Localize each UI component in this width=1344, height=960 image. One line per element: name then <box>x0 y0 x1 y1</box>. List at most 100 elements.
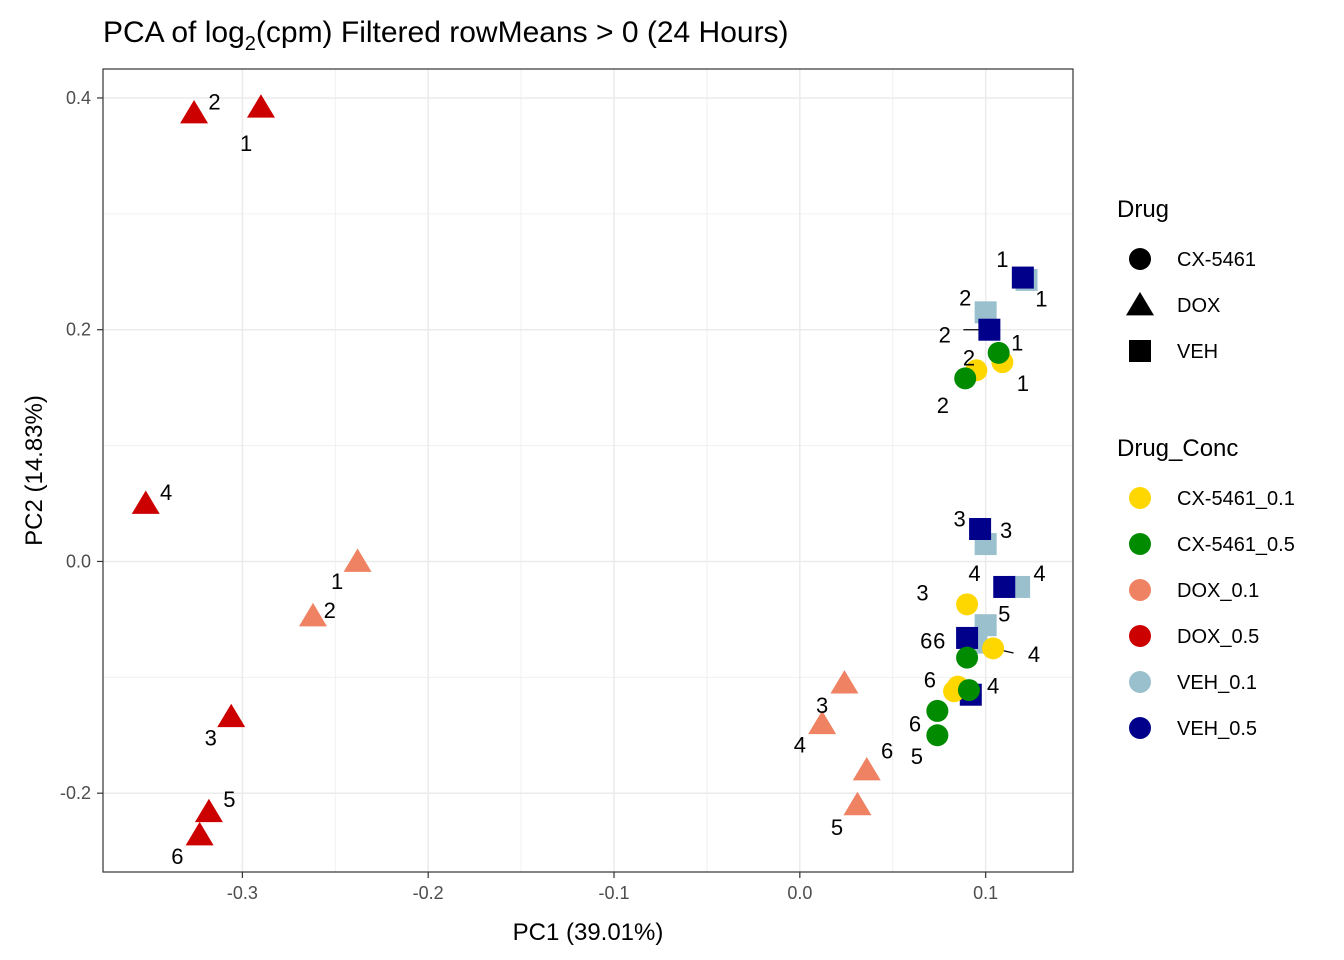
x-tick-label: -0.1 <box>598 883 629 903</box>
point-dox-0-1-1 <box>343 548 372 572</box>
legend-key-cx-5461-0-1 <box>1129 487 1151 509</box>
point-label: 2 <box>937 393 949 418</box>
legend-label: CX-5461 <box>1177 249 1256 271</box>
chart-title-main: PCA of log <box>103 16 245 49</box>
legend-key-veh-0-5 <box>1129 717 1151 739</box>
grid-lines <box>103 69 1073 872</box>
point-label: 2 <box>959 285 971 310</box>
point-dox-0-5-1 <box>246 94 275 118</box>
point-veh-0-1-2 <box>974 301 997 324</box>
point-dox-0-1-4 <box>808 710 837 735</box>
y-axis: -0.2 0.0 0.2 0.4 <box>60 88 103 803</box>
point-cx-5461-0-5-6 <box>926 699 949 722</box>
point-cx-5461-0-5-1 <box>987 341 1010 364</box>
point-dox-0-5-3 <box>217 703 246 728</box>
point-label: 6 <box>881 738 893 763</box>
plot-panel-border <box>102 68 1074 873</box>
point-dox-0-1-3 <box>830 670 859 694</box>
legend-label: DOX_0.5 <box>1177 626 1259 648</box>
point-label: 4 <box>794 733 806 758</box>
legend-key-cx-5461-0-5 <box>1129 533 1151 555</box>
point-label: 5 <box>911 744 923 769</box>
legend-label: VEH <box>1177 341 1218 363</box>
x-tick-label: -0.3 <box>227 883 258 903</box>
y-tick-label: -0.2 <box>60 783 91 803</box>
chart-title: PCA of log2(cpm) Filtered rowMeans > 0 (… <box>103 16 789 55</box>
y-tick-label: 0.2 <box>66 320 91 340</box>
point-label: 3 <box>816 693 828 718</box>
point-dox-0-5-4 <box>131 490 160 514</box>
point-label: 1 <box>1011 330 1023 355</box>
legend-label: CX-5461_0.5 <box>1177 534 1295 556</box>
legend-label: DOX_0.1 <box>1177 580 1259 602</box>
point-veh-0-5-1 <box>1011 266 1034 289</box>
point-label: 2 <box>963 346 975 371</box>
point-dox-0-5-5 <box>194 798 223 823</box>
x-axis: -0.3 -0.2 -0.1 0.0 0.1 <box>227 872 998 903</box>
point-label: 4 <box>160 480 172 505</box>
legend-label: CX-5461_0.1 <box>1177 488 1295 510</box>
point-label: 6 <box>909 712 921 737</box>
legend-key-cx-5461 <box>1129 248 1151 270</box>
legend-key-dox <box>1126 292 1154 316</box>
point-label: 1 <box>1035 286 1047 311</box>
x-tick-label: 0.0 <box>787 883 812 903</box>
x-tick-label: 0.1 <box>973 883 998 903</box>
point-label: 2 <box>939 322 951 347</box>
point-label: 5 <box>998 602 1010 627</box>
chart-title-rest: (cpm) Filtered rowMeans > 0 (24 Hours) <box>256 16 789 49</box>
legend-title-drug: Drug <box>1117 196 1169 223</box>
point-veh-0-1-5 <box>974 614 997 637</box>
point-label: 6 <box>924 668 936 693</box>
point-label: 1 <box>996 247 1008 272</box>
chart-title-subscript: 2 <box>245 33 256 55</box>
point-label: 1 <box>331 569 343 594</box>
point-veh-0-5-2 <box>978 318 1001 341</box>
data-points <box>131 94 1038 846</box>
y-tick-label: 0.0 <box>66 551 91 571</box>
legend-label: VEH_0.1 <box>1177 672 1257 694</box>
x-tick-label: -0.2 <box>413 883 444 903</box>
point-label: 6 <box>933 628 945 653</box>
point-dox-0-5-6 <box>185 821 214 846</box>
legend-key-dox-0-1 <box>1129 579 1151 601</box>
legend-key-dox-0-5 <box>1129 625 1151 647</box>
point-label: 2 <box>324 598 336 623</box>
point-label: 4 <box>1028 642 1040 667</box>
point-dox-0-1-6 <box>852 757 881 781</box>
point-label: 1 <box>240 131 252 156</box>
point-label: 3 <box>916 581 928 606</box>
point-label: 3 <box>1000 518 1012 543</box>
y-tick-label: 0.4 <box>66 88 91 108</box>
point-cx-5461-0-5-4 <box>957 679 980 702</box>
point-cx-5461-0-5-3 <box>956 646 979 669</box>
point-cx-5461-0-1-3 <box>956 593 979 616</box>
point-veh-0-5-6 <box>956 626 979 649</box>
point-label: 4 <box>987 673 999 698</box>
legend: Drug CX-5461 DOX VEH Drug_Conc CX-5461_0.1 CX-… <box>1117 196 1295 740</box>
legend-label: VEH_0.5 <box>1177 718 1257 740</box>
point-label: 5 <box>223 787 235 812</box>
point-label: 2 <box>208 89 220 114</box>
point-label: 3 <box>205 726 217 751</box>
point-label: 4 <box>1033 561 1045 586</box>
legend-title-drug-conc: Drug_Conc <box>1117 435 1238 462</box>
point-dox-0-1-5 <box>843 791 872 816</box>
svg-text:PCA of log2(cpm) Filtered rowM: PCA of log2(cpm) Filtered rowMeans > 0 (… <box>103 16 789 55</box>
point-veh-0-5-3 <box>969 518 992 541</box>
point-veh-0-5-4 <box>993 575 1016 598</box>
x-axis-title: PC1 (39.01%) <box>513 919 664 946</box>
y-axis-title: PC2 (14.83%) <box>21 395 48 546</box>
point-dox-0-5-2 <box>180 100 209 124</box>
point-label: 6 <box>171 844 183 869</box>
legend-key-veh-0-1 <box>1129 671 1151 693</box>
point-dox-0-1-2 <box>298 602 327 627</box>
point-label: 1 <box>1017 371 1029 396</box>
point-cx-5461-0-5-2 <box>954 367 977 390</box>
point-label: 4 <box>968 561 980 586</box>
legend-key-veh <box>1129 340 1151 362</box>
point-cx-5461-0-1-4 <box>982 637 1005 660</box>
point-label: 3 <box>954 507 966 532</box>
